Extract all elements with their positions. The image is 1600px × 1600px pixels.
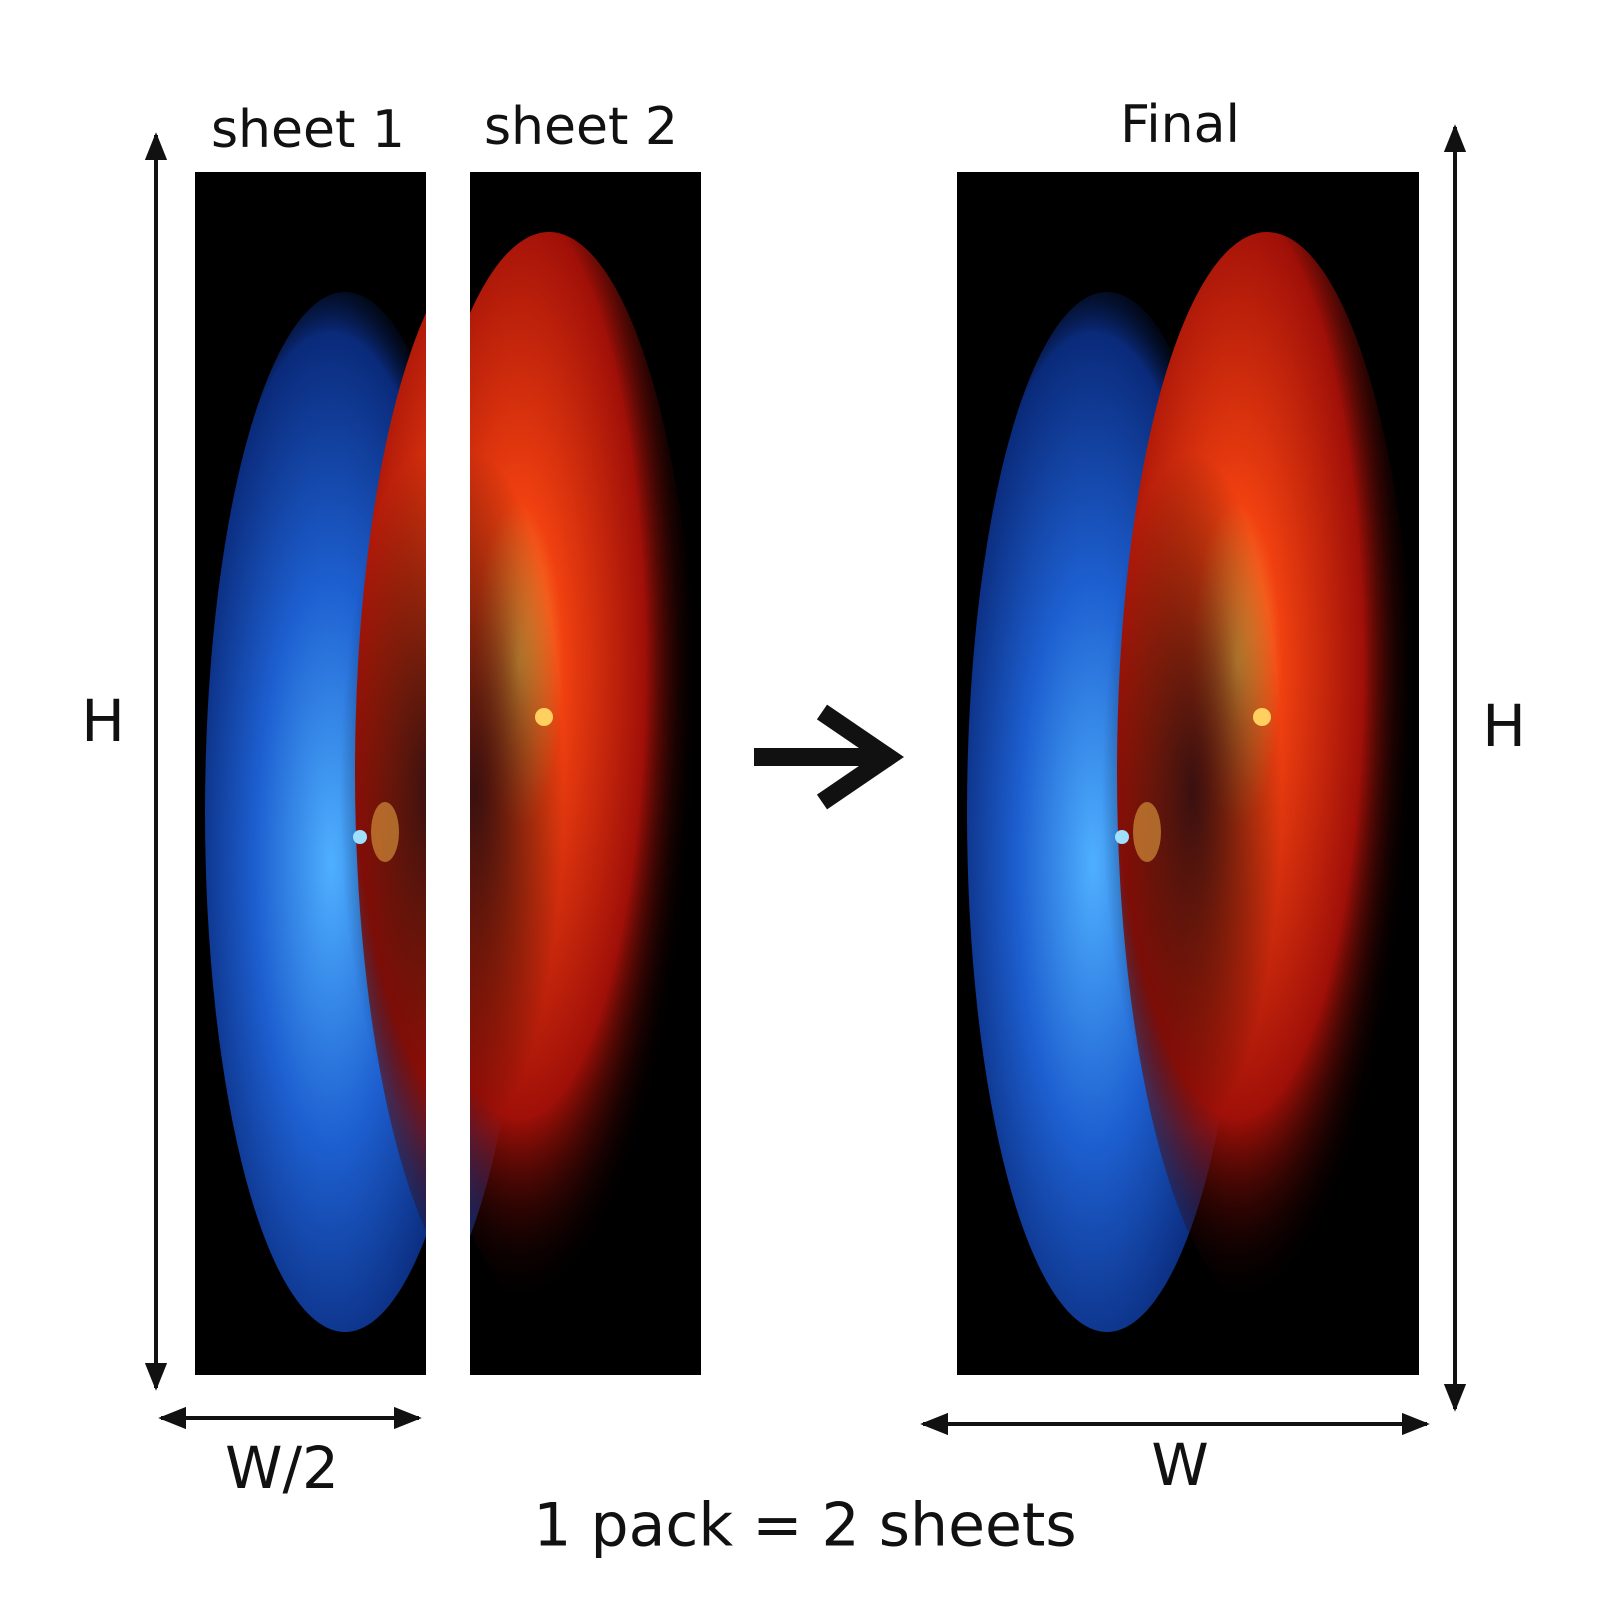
sheet-label: sheet 2 (484, 97, 678, 157)
dimension-label: H (1482, 692, 1526, 760)
dimension-label: W (1151, 1431, 1208, 1499)
sheet-label: sheet 1 (211, 100, 405, 160)
footer-text: 1 pack = 2 sheets (533, 1491, 1076, 1561)
combine-arrow (754, 704, 904, 810)
final-image (957, 172, 1419, 1375)
final-label: Final (1120, 95, 1240, 155)
dimension-label: W/2 (225, 1434, 339, 1502)
dimension-label: H (81, 687, 125, 755)
